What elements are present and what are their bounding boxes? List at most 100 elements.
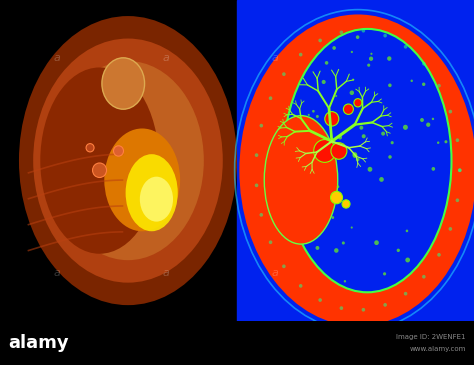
Circle shape	[92, 163, 107, 177]
Text: a: a	[54, 155, 60, 166]
Circle shape	[456, 199, 459, 202]
Ellipse shape	[140, 177, 173, 222]
Circle shape	[422, 82, 425, 86]
Text: Image ID: 2WENFE1: Image ID: 2WENFE1	[396, 334, 466, 340]
Bar	[0, 0, 237, 321]
Circle shape	[420, 118, 424, 122]
Circle shape	[388, 84, 392, 87]
Circle shape	[334, 248, 338, 253]
Circle shape	[458, 168, 462, 172]
Circle shape	[338, 135, 342, 139]
Circle shape	[374, 240, 379, 245]
Circle shape	[359, 126, 363, 130]
Circle shape	[448, 110, 452, 114]
Circle shape	[403, 125, 408, 130]
Text: a: a	[163, 53, 169, 63]
Circle shape	[299, 53, 302, 57]
Text: a: a	[272, 155, 278, 166]
Circle shape	[370, 53, 373, 55]
Text: a: a	[272, 268, 278, 278]
Circle shape	[404, 45, 408, 49]
Ellipse shape	[52, 61, 204, 260]
Circle shape	[325, 112, 339, 126]
Circle shape	[426, 123, 430, 127]
Circle shape	[404, 292, 408, 296]
Circle shape	[456, 138, 459, 142]
Circle shape	[383, 303, 387, 307]
Circle shape	[367, 64, 370, 67]
Circle shape	[269, 96, 273, 100]
Text: a: a	[376, 155, 383, 166]
Circle shape	[113, 146, 124, 156]
Text: www.alamy.com: www.alamy.com	[410, 346, 466, 352]
Circle shape	[362, 308, 365, 312]
Ellipse shape	[283, 29, 451, 292]
Circle shape	[381, 131, 385, 136]
Circle shape	[362, 29, 365, 32]
Circle shape	[330, 191, 343, 204]
Circle shape	[356, 158, 360, 161]
Ellipse shape	[102, 58, 145, 109]
Text: a: a	[376, 53, 383, 63]
Ellipse shape	[264, 116, 337, 244]
Circle shape	[269, 241, 273, 244]
Circle shape	[397, 249, 400, 252]
Circle shape	[343, 104, 354, 114]
Text: a: a	[163, 155, 169, 166]
Circle shape	[437, 141, 439, 144]
Circle shape	[445, 140, 447, 143]
Circle shape	[259, 124, 263, 127]
Circle shape	[356, 35, 359, 39]
Circle shape	[350, 91, 354, 95]
Circle shape	[314, 139, 336, 162]
Circle shape	[282, 72, 286, 76]
Circle shape	[422, 275, 426, 278]
Circle shape	[367, 167, 373, 172]
Circle shape	[332, 46, 336, 50]
Bar	[237, 0, 474, 321]
Circle shape	[352, 78, 354, 81]
Circle shape	[351, 51, 353, 53]
Circle shape	[259, 213, 263, 217]
Circle shape	[353, 153, 357, 158]
Text: a: a	[54, 53, 60, 63]
Circle shape	[331, 143, 347, 159]
Circle shape	[325, 61, 328, 65]
Circle shape	[437, 84, 441, 88]
Circle shape	[255, 184, 258, 187]
Circle shape	[379, 177, 384, 182]
Circle shape	[282, 265, 286, 268]
Text: a: a	[163, 268, 169, 278]
Circle shape	[322, 80, 326, 84]
Circle shape	[369, 57, 373, 61]
Circle shape	[316, 246, 319, 250]
Circle shape	[391, 141, 394, 144]
Ellipse shape	[239, 15, 474, 326]
Text: a: a	[54, 268, 60, 278]
Circle shape	[339, 306, 343, 310]
Circle shape	[383, 272, 386, 276]
Circle shape	[255, 153, 258, 157]
Circle shape	[342, 200, 350, 208]
Circle shape	[422, 62, 426, 66]
Circle shape	[344, 280, 346, 283]
Circle shape	[342, 241, 345, 245]
Circle shape	[335, 95, 337, 97]
Circle shape	[339, 31, 343, 34]
Circle shape	[86, 143, 94, 152]
Circle shape	[458, 168, 462, 172]
Circle shape	[354, 99, 362, 107]
Circle shape	[299, 284, 302, 288]
Circle shape	[406, 230, 408, 232]
Circle shape	[437, 253, 441, 257]
Circle shape	[316, 115, 319, 118]
Ellipse shape	[19, 16, 237, 305]
Circle shape	[353, 152, 357, 157]
Circle shape	[405, 258, 410, 262]
Circle shape	[362, 134, 365, 138]
Ellipse shape	[126, 154, 178, 231]
Circle shape	[448, 227, 452, 231]
Circle shape	[319, 298, 322, 302]
Ellipse shape	[104, 128, 180, 231]
Ellipse shape	[33, 39, 223, 283]
